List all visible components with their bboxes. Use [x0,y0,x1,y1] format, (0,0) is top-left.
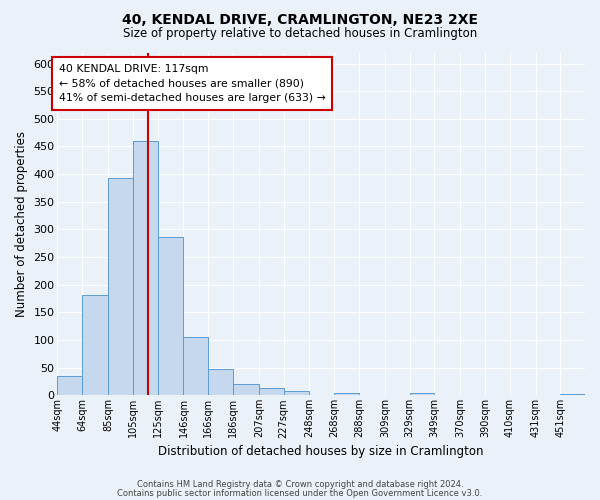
Bar [82,294,108,396]
Y-axis label: Number of detached properties: Number of detached properties [15,131,28,317]
Bar [184,337,208,396]
Text: 40, KENDAL DRIVE, CRAMLINGTON, NE23 2XE: 40, KENDAL DRIVE, CRAMLINGTON, NE23 2XE [122,12,478,26]
Text: 40 KENDAL DRIVE: 117sqm
← 58% of detached houses are smaller (890)
41% of semi-d: 40 KENDAL DRIVE: 117sqm ← 58% of detache… [59,64,325,103]
Bar [233,384,259,396]
Bar [58,376,82,396]
Bar [334,393,359,396]
Text: Contains HM Land Registry data © Crown copyright and database right 2024.: Contains HM Land Registry data © Crown c… [137,480,463,489]
Text: Size of property relative to detached houses in Cramlington: Size of property relative to detached ho… [123,28,477,40]
Bar [108,178,133,396]
Bar [560,394,585,396]
Bar [133,141,158,396]
X-axis label: Distribution of detached houses by size in Cramlington: Distribution of detached houses by size … [158,444,484,458]
Text: Contains public sector information licensed under the Open Government Licence v3: Contains public sector information licen… [118,488,482,498]
Bar [410,392,434,396]
Bar [259,388,284,396]
Bar [158,236,184,396]
Bar [284,391,310,396]
Bar [208,370,233,396]
